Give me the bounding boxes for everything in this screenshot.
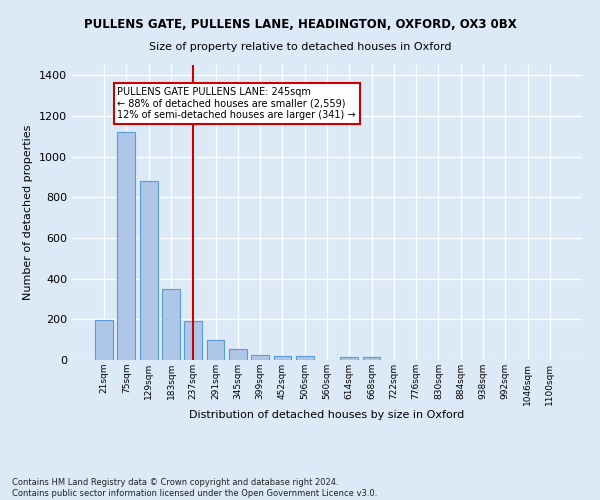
Bar <box>184 320 202 360</box>
Text: PULLENS GATE, PULLENS LANE, HEADINGTON, OXFORD, OX3 0BX: PULLENS GATE, PULLENS LANE, HEADINGTON, … <box>83 18 517 30</box>
Bar <box>274 356 292 360</box>
Bar <box>340 356 358 360</box>
Bar <box>206 340 224 360</box>
Text: Contains HM Land Registry data © Crown copyright and database right 2024.
Contai: Contains HM Land Registry data © Crown c… <box>12 478 377 498</box>
Bar <box>118 132 136 360</box>
Text: Size of property relative to detached houses in Oxford: Size of property relative to detached ho… <box>149 42 451 52</box>
Y-axis label: Number of detached properties: Number of detached properties <box>23 125 34 300</box>
Bar <box>95 320 113 360</box>
Text: PULLENS GATE PULLENS LANE: 245sqm
← 88% of detached houses are smaller (2,559)
1: PULLENS GATE PULLENS LANE: 245sqm ← 88% … <box>118 87 356 120</box>
Bar <box>162 289 180 360</box>
X-axis label: Distribution of detached houses by size in Oxford: Distribution of detached houses by size … <box>190 410 464 420</box>
Bar <box>140 182 158 360</box>
Bar <box>251 355 269 360</box>
Bar <box>362 357 380 360</box>
Bar <box>296 356 314 360</box>
Bar <box>229 349 247 360</box>
